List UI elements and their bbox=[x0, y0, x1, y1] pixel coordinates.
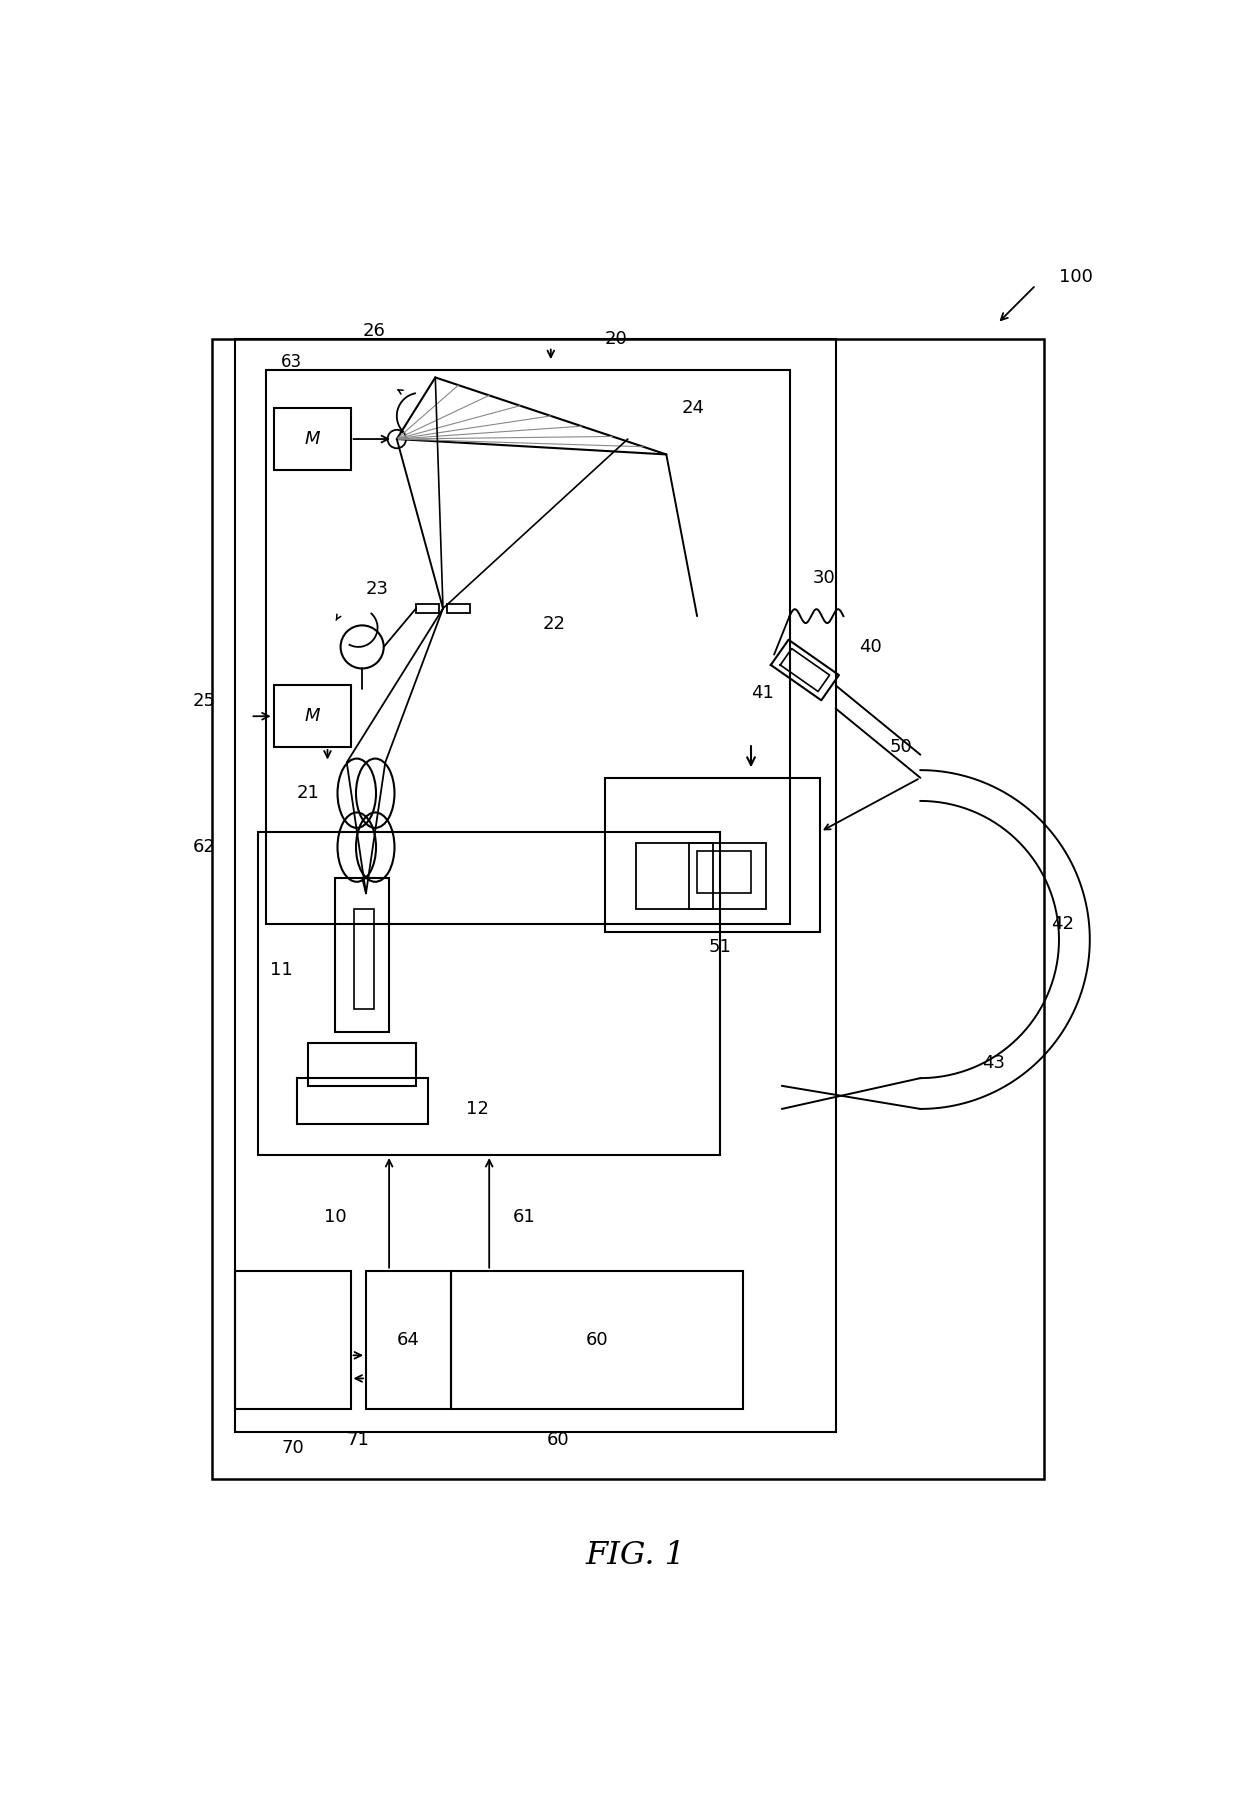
Text: 42: 42 bbox=[1052, 916, 1074, 934]
Text: 60: 60 bbox=[547, 1432, 570, 1448]
Text: 60: 60 bbox=[585, 1330, 609, 1348]
Text: 10: 10 bbox=[324, 1208, 346, 1226]
Bar bbox=[309, 1043, 417, 1087]
Bar bbox=[335, 878, 389, 1032]
Bar bbox=[274, 409, 351, 471]
Text: 25: 25 bbox=[193, 692, 216, 710]
Text: 23: 23 bbox=[366, 580, 389, 598]
Bar bbox=[296, 1077, 428, 1125]
Text: 50: 50 bbox=[889, 738, 913, 756]
Text: 70: 70 bbox=[281, 1439, 304, 1457]
Text: 24: 24 bbox=[682, 400, 704, 418]
Bar bbox=[417, 603, 439, 612]
Text: 21: 21 bbox=[296, 785, 320, 803]
Text: 12: 12 bbox=[466, 1099, 489, 1117]
Text: FIG. 1: FIG. 1 bbox=[585, 1541, 686, 1572]
Text: 22: 22 bbox=[543, 614, 567, 632]
Text: 63: 63 bbox=[281, 352, 303, 371]
Bar bbox=[212, 340, 1044, 1479]
Bar bbox=[446, 603, 470, 612]
Bar bbox=[274, 685, 351, 747]
Text: M: M bbox=[304, 431, 320, 449]
Bar bbox=[236, 340, 836, 1432]
Text: 26: 26 bbox=[362, 322, 386, 340]
Text: M: M bbox=[304, 707, 320, 725]
Bar bbox=[355, 908, 373, 1008]
Text: 40: 40 bbox=[859, 638, 882, 656]
Bar bbox=[265, 369, 790, 925]
Bar bbox=[689, 843, 766, 908]
Bar bbox=[366, 1270, 450, 1410]
Text: 62: 62 bbox=[193, 838, 216, 856]
Bar bbox=[605, 778, 821, 932]
Bar bbox=[697, 850, 751, 894]
Text: 41: 41 bbox=[751, 685, 774, 701]
Text: 61: 61 bbox=[512, 1208, 534, 1226]
Bar bbox=[258, 832, 720, 1156]
Text: 20: 20 bbox=[605, 331, 627, 347]
Bar bbox=[635, 843, 713, 908]
Text: 64: 64 bbox=[397, 1330, 420, 1348]
Text: 51: 51 bbox=[709, 938, 732, 956]
Bar bbox=[236, 1270, 351, 1410]
Text: 71: 71 bbox=[347, 1432, 370, 1448]
Text: 30: 30 bbox=[812, 569, 836, 587]
Text: 100: 100 bbox=[1059, 269, 1092, 287]
Text: 11: 11 bbox=[270, 961, 293, 979]
Bar bbox=[450, 1270, 743, 1410]
Text: 43: 43 bbox=[982, 1054, 1004, 1072]
